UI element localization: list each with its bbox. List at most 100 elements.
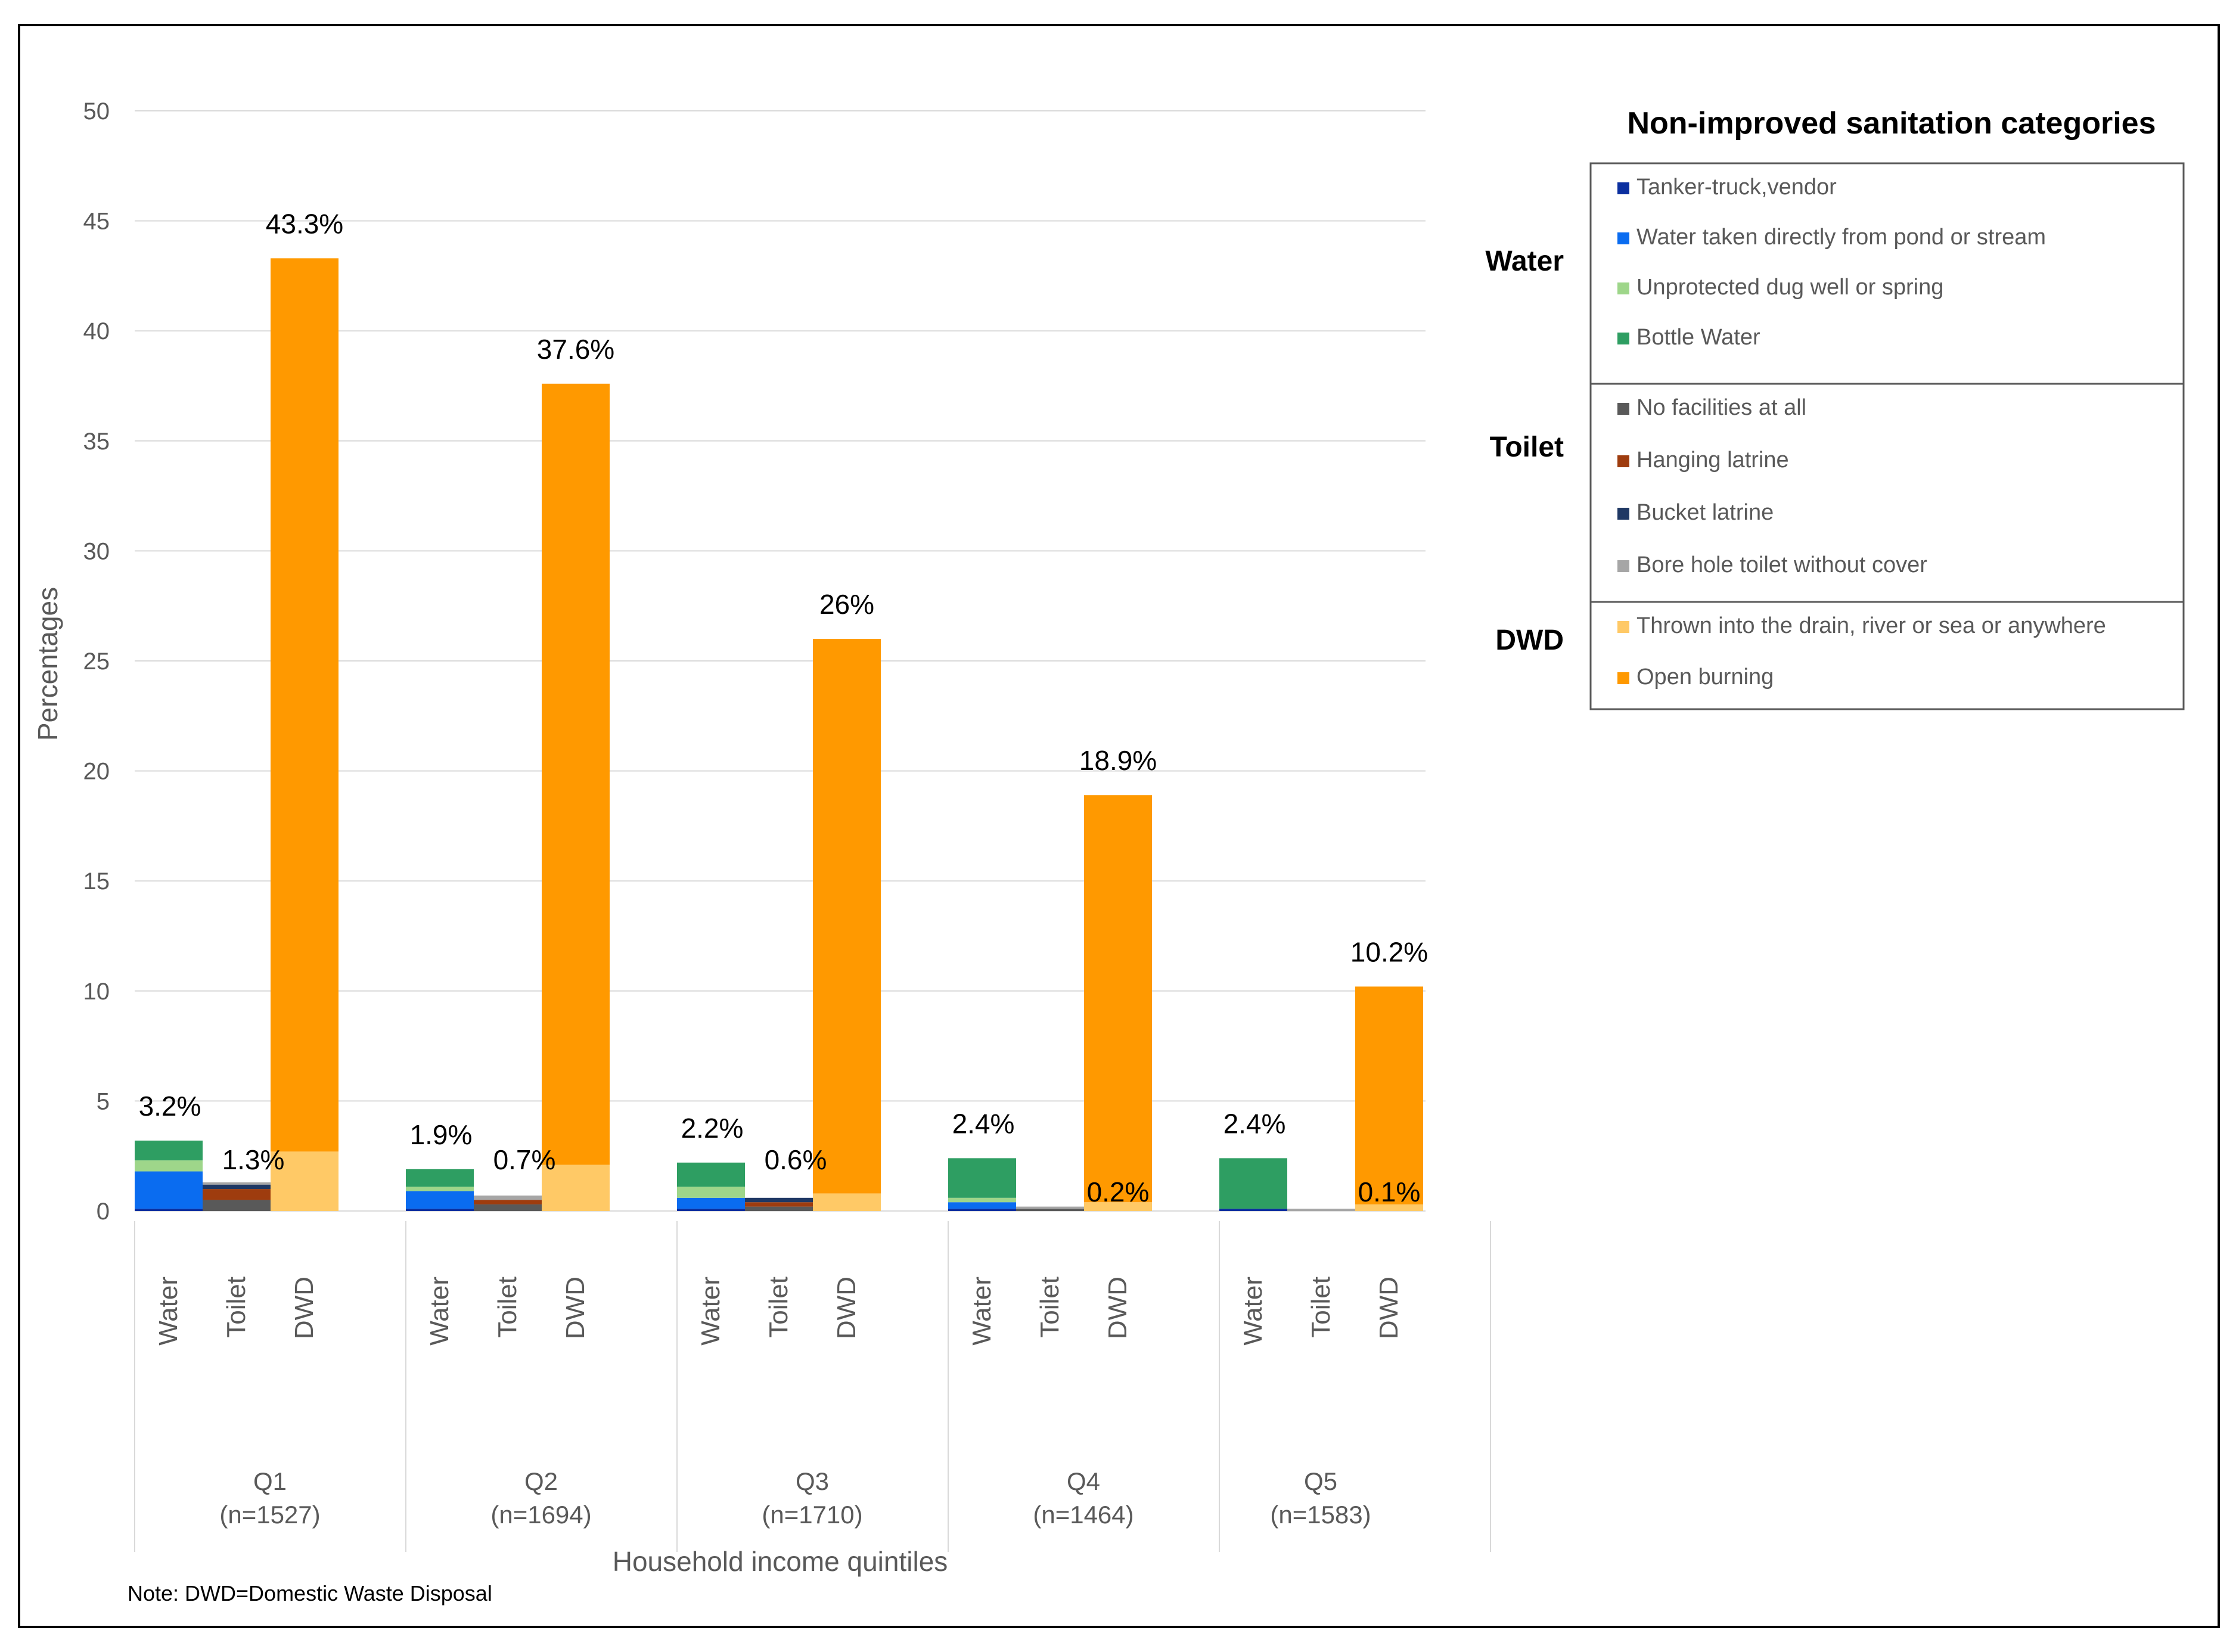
x-subcategory-label: Toilet [1306,1277,1336,1338]
y-tick-label: 10 [83,979,110,1005]
legend-group-label: DWD [1495,625,1564,656]
legend-item-label: Open burning [1636,664,1774,690]
legend-group-label: Water [1485,246,1564,277]
bar-segment [1355,1204,1423,1211]
x-group-label: Q3 [796,1467,829,1495]
bar-segment [135,1160,203,1172]
bar-segment [474,1195,542,1200]
bar-total-label: 1.9% [410,1119,473,1150]
bar-total-label: 18.9% [1079,745,1157,776]
bar-segment [948,1197,1016,1203]
bar-segment [813,1193,881,1211]
x-group-n-label: (n=1464) [1033,1501,1134,1529]
legend-item-label: Bottle Water [1636,325,1760,350]
bar-segment [203,1184,271,1190]
bar-segment [1219,1209,1287,1211]
bar-total-label: 0.1% [1358,1176,1421,1207]
bar-segment [203,1189,271,1200]
y-tick-label: 15 [83,868,110,895]
y-axis-title: Percentages [32,587,63,741]
legend-section-box [1589,601,2185,710]
bar-total-label: 0.7% [493,1144,556,1175]
bar-total-label: 10.2% [1350,936,1428,967]
bar-total-label: 26% [819,589,874,620]
bar-segment [813,639,881,1194]
y-tick-label: 30 [83,538,110,564]
bar-segment [135,1171,203,1209]
bar-labels: 3.2% 1.3% 43.3% 1.9% 0.7% 37.6% 2.2% 0.6% 26% 2.4… [139,208,1429,1207]
bar-total-label: 1.3% [222,1144,285,1175]
x-group-n-label: (n=1527) [219,1501,320,1529]
y-tick-label: 25 [83,648,110,675]
x-subcategory-label: Water [696,1277,725,1346]
y-tick-label: 40 [83,318,110,344]
bar-segment [745,1197,813,1203]
x-subcategory-label: Water [967,1277,996,1346]
bar-segment [745,1202,813,1207]
bar-segment [406,1187,474,1191]
bar-segment [1016,1209,1084,1211]
bar-segment [677,1209,745,1211]
bar-segment [542,1165,610,1211]
y-tick-label: 0 [97,1198,110,1225]
x-group-n-label: (n=1583) [1270,1501,1371,1529]
x-subcategory-label: Water [425,1277,454,1346]
bar-total-label: 2.4% [952,1108,1015,1139]
legend-group-label: Toilet [1490,431,1564,463]
bar-total-label: 0.2% [1087,1176,1150,1207]
y-tick-label: 20 [83,759,110,785]
bar-segment [948,1209,1016,1211]
bar-segment [948,1158,1016,1198]
bar-segment [1355,986,1423,1204]
bar-segment [1084,1202,1152,1211]
x-group-label: Q4 [1067,1467,1100,1495]
x-group-label: Q2 [524,1467,558,1495]
x-group-n-label: (n=1694) [490,1501,591,1529]
bar-segment [1219,1158,1287,1209]
legend-swatch [1617,508,1629,520]
x-axis-title: Household income quintiles [613,1546,948,1577]
legend-swatch [1617,232,1629,244]
bar-segment [406,1209,474,1211]
legend-swatch [1617,333,1629,344]
bar-segment [677,1187,745,1198]
bar-segment [948,1202,1016,1209]
legend-item-label: Water taken directly from pond or stream [1636,225,2046,250]
legend-swatch [1617,560,1629,572]
figure-frame: 0 5 10 15 20 25 30 35 40 45 50 3.2% 1.3% 43.3% 1.9% 0.… [18,24,2220,1628]
bar-segment [203,1200,271,1211]
legend-item-label: Hanging latrine [1636,448,1789,473]
legend-swatch [1617,672,1629,684]
legend-swatch [1617,455,1629,467]
x-subcategory-label: Toilet [764,1277,793,1338]
x-group-label: Q5 [1304,1467,1337,1495]
bar-segment [1016,1206,1084,1209]
bar-segment [1084,795,1152,1203]
gridlines [135,110,1426,1212]
bar-segment [474,1200,542,1204]
x-subcategory-label: Toilet [1035,1277,1064,1338]
bar-segment [271,258,339,1152]
x-subcategory-label: DWD [561,1277,590,1339]
x-subcategory-label: Toilet [222,1277,251,1338]
bar-total-label: 2.2% [681,1113,744,1144]
x-subcategory-label: Water [1238,1277,1268,1346]
legend-item-label: Unprotected dug well or spring [1636,275,1943,300]
bars [135,258,1423,1211]
legend-swatch [1617,282,1629,294]
y-tick-label: 5 [97,1088,110,1114]
x-axis: Water Toilet DWD Q1 (n=1527) Water Toilet DWD Q2… [134,1221,1491,1552]
bar-total-label: 0.6% [765,1144,827,1175]
bar-total-label: 37.6% [537,334,614,365]
bar-segment [745,1206,813,1211]
x-subcategory-label: DWD [1103,1277,1132,1339]
legend-item-label: No facilities at all [1636,395,1806,420]
legend-item-label: Bore hole toilet without cover [1636,552,1927,577]
x-group-n-label: (n=1710) [762,1501,862,1529]
bar-segment [406,1191,474,1209]
bar-segment [271,1151,339,1211]
x-subcategory-label: Toilet [493,1277,522,1338]
y-axis-ticks: 0 5 10 15 20 25 30 35 40 45 50 [83,98,110,1225]
legend: Non-improved sanitation categories Water… [1485,106,2185,710]
x-subcategory-label: DWD [832,1277,861,1339]
